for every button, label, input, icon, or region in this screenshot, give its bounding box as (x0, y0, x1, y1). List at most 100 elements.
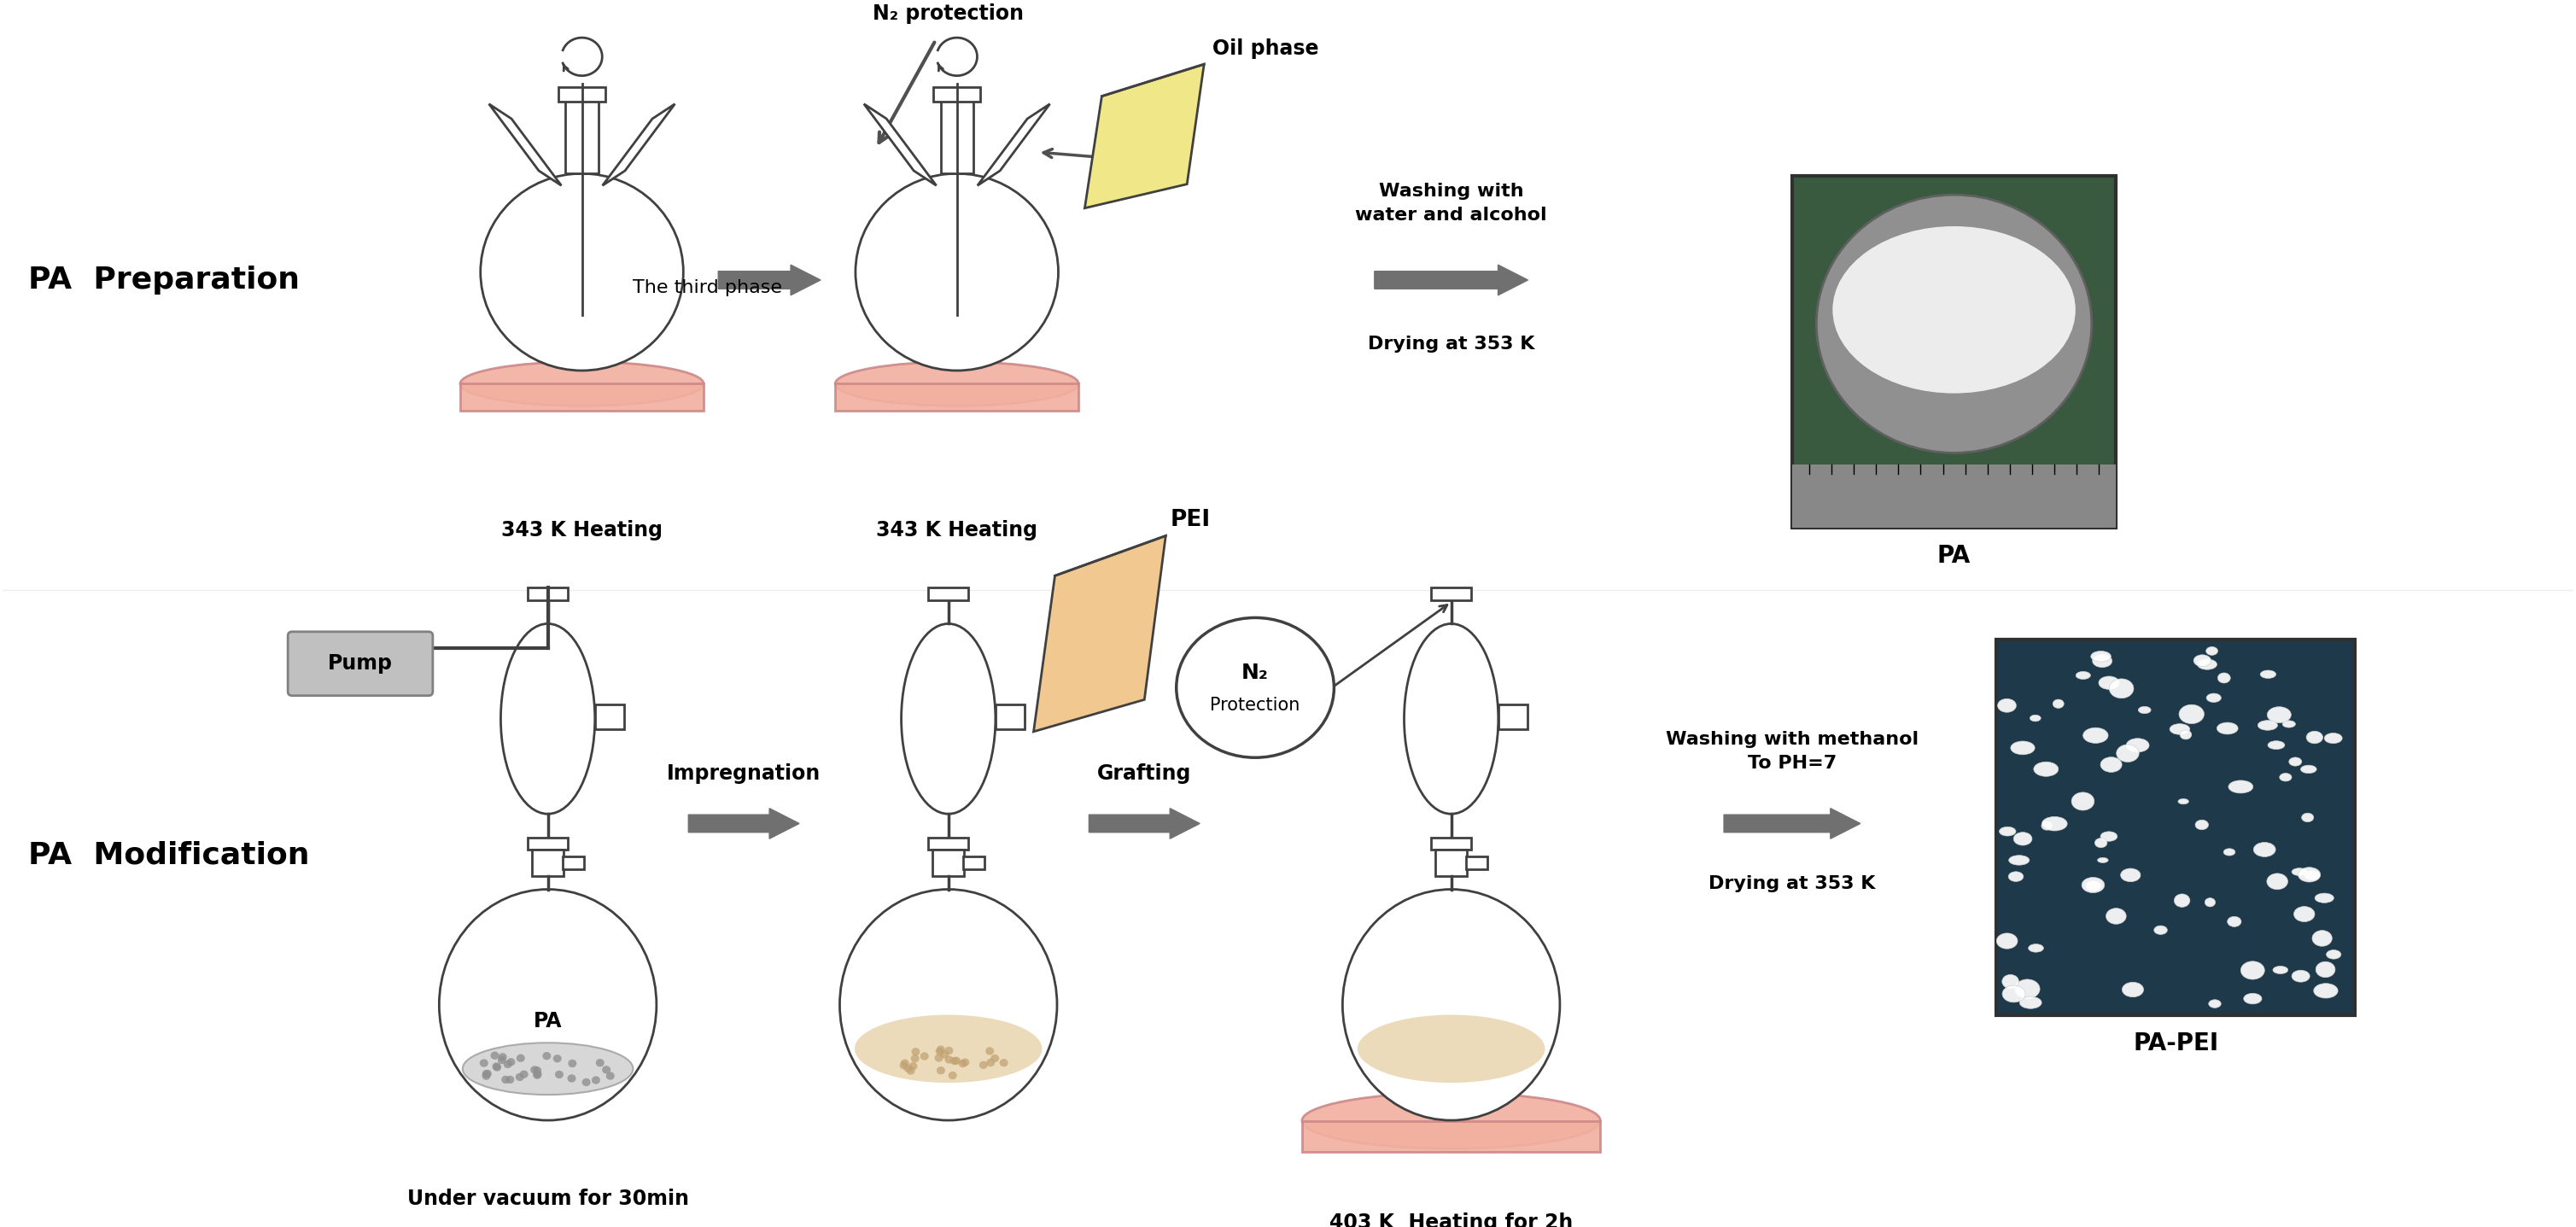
FancyArrow shape (688, 809, 799, 839)
Ellipse shape (461, 362, 703, 406)
Circle shape (531, 1066, 538, 1074)
Circle shape (904, 1064, 912, 1072)
Circle shape (945, 1047, 953, 1054)
Ellipse shape (500, 279, 665, 353)
Circle shape (935, 1048, 943, 1055)
Circle shape (958, 1060, 966, 1067)
Ellipse shape (2009, 871, 2022, 881)
Circle shape (567, 1075, 577, 1082)
Polygon shape (603, 104, 675, 185)
Ellipse shape (2032, 762, 2058, 777)
Ellipse shape (2094, 838, 2107, 848)
Ellipse shape (2071, 793, 2094, 810)
Ellipse shape (2099, 676, 2120, 690)
Ellipse shape (2084, 728, 2107, 744)
Circle shape (948, 1071, 956, 1080)
Circle shape (603, 1066, 611, 1074)
Ellipse shape (2228, 917, 2241, 926)
Ellipse shape (2123, 982, 2143, 998)
Ellipse shape (2205, 898, 2215, 907)
Circle shape (482, 1070, 489, 1077)
Ellipse shape (2272, 966, 2287, 974)
Ellipse shape (2169, 724, 2190, 735)
Text: Washing with methanol
To PH=7: Washing with methanol To PH=7 (1667, 730, 1919, 772)
Ellipse shape (1358, 1015, 1546, 1082)
Bar (1996, 639, 2354, 1015)
Ellipse shape (2326, 950, 2342, 960)
FancyBboxPatch shape (289, 632, 433, 696)
Circle shape (569, 1059, 577, 1067)
Ellipse shape (2154, 925, 2166, 935)
Ellipse shape (2267, 874, 2287, 890)
Bar (1432, 838, 1471, 850)
Circle shape (502, 1060, 513, 1069)
Circle shape (992, 1054, 999, 1063)
Ellipse shape (2002, 985, 2025, 1002)
Bar (927, 588, 969, 600)
Ellipse shape (2110, 679, 2133, 698)
Text: Drying at 353 K: Drying at 353 K (1708, 875, 1875, 892)
Text: PA  Preparation: PA Preparation (28, 265, 299, 294)
Text: Impregnation: Impregnation (667, 763, 822, 784)
Ellipse shape (2282, 720, 2295, 728)
Circle shape (502, 1076, 510, 1083)
Ellipse shape (2293, 971, 2311, 982)
Bar (1435, 850, 1468, 876)
Ellipse shape (482, 173, 683, 371)
Bar (1466, 856, 1486, 870)
Ellipse shape (2306, 731, 2324, 744)
Polygon shape (1033, 536, 1167, 731)
Text: Protection: Protection (1211, 697, 1301, 714)
Bar (927, 838, 969, 850)
Ellipse shape (2313, 983, 2339, 998)
Circle shape (935, 1054, 943, 1063)
Circle shape (554, 1070, 564, 1079)
Bar (933, 87, 981, 102)
Circle shape (595, 1059, 605, 1066)
Circle shape (520, 1070, 528, 1079)
Ellipse shape (840, 890, 1056, 1120)
Text: PA: PA (533, 1011, 562, 1031)
Bar (835, 384, 1079, 410)
Ellipse shape (464, 1043, 634, 1094)
Ellipse shape (1996, 698, 2017, 713)
Circle shape (544, 1052, 551, 1060)
Ellipse shape (500, 623, 595, 814)
Circle shape (999, 1059, 1007, 1066)
Circle shape (899, 1061, 909, 1070)
Ellipse shape (2257, 720, 2277, 730)
Ellipse shape (2241, 961, 2264, 979)
Ellipse shape (2117, 745, 2138, 762)
Text: PA-PEI: PA-PEI (2133, 1032, 2218, 1055)
Circle shape (987, 1059, 994, 1066)
Circle shape (912, 1048, 920, 1055)
Ellipse shape (1816, 195, 2092, 453)
Ellipse shape (2195, 820, 2208, 829)
Bar (1301, 1120, 1600, 1151)
Ellipse shape (2298, 867, 2321, 882)
Ellipse shape (855, 1015, 1043, 1082)
Ellipse shape (2208, 693, 2221, 702)
Polygon shape (1084, 64, 1203, 209)
Bar (528, 838, 567, 850)
Text: PA: PA (1937, 544, 1971, 568)
Ellipse shape (2228, 780, 2254, 793)
Circle shape (920, 1053, 930, 1060)
Ellipse shape (2316, 893, 2334, 903)
Text: 343 K Heating: 343 K Heating (502, 520, 662, 540)
Circle shape (505, 1076, 515, 1083)
Circle shape (497, 1056, 505, 1064)
Ellipse shape (2099, 832, 2117, 842)
Bar (562, 856, 585, 870)
Circle shape (953, 1056, 961, 1065)
Circle shape (554, 1054, 562, 1063)
Circle shape (592, 1076, 600, 1085)
Text: Pump: Pump (327, 654, 392, 674)
Circle shape (533, 1071, 541, 1079)
Ellipse shape (2174, 894, 2190, 907)
Ellipse shape (873, 279, 1041, 353)
FancyArrow shape (1090, 809, 1200, 839)
Circle shape (497, 1053, 507, 1061)
Ellipse shape (2081, 877, 2105, 893)
Circle shape (987, 1047, 994, 1055)
